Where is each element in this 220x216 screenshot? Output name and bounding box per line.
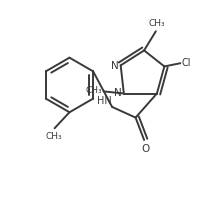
Text: N: N: [111, 61, 119, 71]
Text: O: O: [141, 144, 149, 154]
Text: CH₃: CH₃: [86, 86, 103, 95]
Text: N: N: [114, 88, 122, 98]
Text: CH₃: CH₃: [45, 132, 62, 141]
Text: HN: HN: [97, 96, 112, 106]
Text: Cl: Cl: [182, 58, 191, 68]
Text: CH₃: CH₃: [148, 19, 165, 28]
